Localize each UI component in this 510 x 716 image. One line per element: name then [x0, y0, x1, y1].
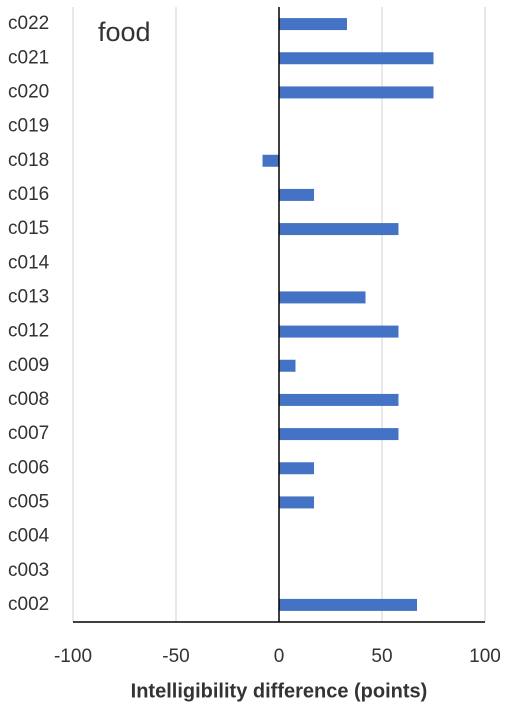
- x-axis-title: Intelligibility difference (points): [131, 680, 428, 702]
- bar: [262, 154, 279, 167]
- x-tick-label: 0: [274, 646, 285, 667]
- y-tick-label: c015: [8, 218, 49, 239]
- y-tick-label: c013: [8, 286, 49, 307]
- bar: [279, 428, 399, 441]
- y-tick-label: c022: [8, 13, 49, 34]
- annotation: food: [98, 17, 151, 47]
- bar: [279, 462, 315, 475]
- bar: [279, 325, 399, 338]
- y-tick-label: c012: [8, 321, 49, 342]
- x-tick-label: 100: [469, 646, 501, 667]
- y-tick-label: c006: [8, 457, 49, 478]
- bar: [279, 52, 434, 65]
- bar: [279, 291, 366, 304]
- y-tick-label: c004: [8, 526, 50, 547]
- y-tick-label: c019: [8, 116, 49, 137]
- bar: [279, 18, 347, 31]
- y-tick-label: c008: [8, 389, 49, 410]
- y-tick-label: c002: [8, 594, 49, 615]
- y-tick-label: c014: [8, 252, 50, 273]
- y-tick-label: c005: [8, 491, 49, 512]
- bar: [279, 86, 434, 99]
- x-tick-label: 50: [371, 646, 392, 667]
- y-tick-label: c003: [8, 560, 49, 581]
- y-tick-label: c020: [8, 81, 49, 102]
- y-tick-label: c007: [8, 423, 49, 444]
- bar: [279, 393, 399, 406]
- y-tick-label: c016: [8, 184, 49, 205]
- bar: [279, 496, 315, 509]
- x-tick-label: -100: [54, 646, 92, 667]
- y-tick-label: c009: [8, 355, 49, 376]
- bar: [279, 188, 315, 201]
- bar: [279, 223, 399, 236]
- bar: [279, 598, 418, 611]
- x-tick-label: -50: [162, 646, 189, 667]
- bar: [279, 359, 296, 372]
- y-tick-label: c021: [8, 47, 49, 68]
- y-tick-label: c018: [8, 150, 49, 171]
